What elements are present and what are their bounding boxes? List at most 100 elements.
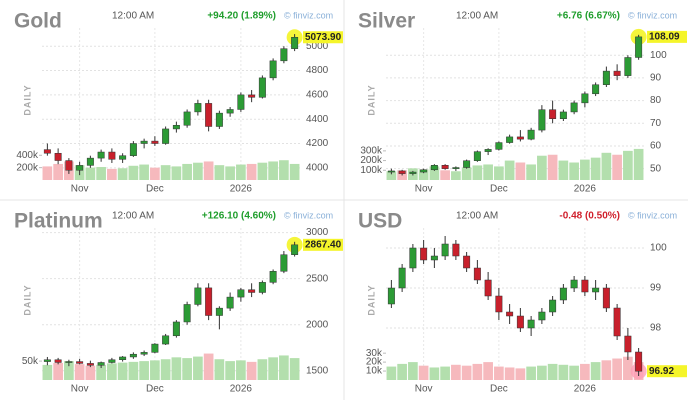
candle-body (258, 282, 266, 293)
volume-bar (494, 366, 504, 380)
candle-body (248, 289, 256, 293)
watermark: © finviz.com (284, 210, 333, 220)
candle-body (280, 254, 288, 272)
candle-body (495, 295, 503, 313)
candle-body (387, 287, 395, 305)
y-tick-label: 90 (650, 73, 662, 84)
volume-bar (128, 165, 139, 180)
volume-bar (494, 166, 504, 180)
y-tick-label: 4400 (306, 114, 329, 125)
y-tick-label: 100 (650, 50, 667, 61)
volume-bar (42, 166, 53, 180)
candle-body (581, 279, 589, 293)
change: +126.10 (4.60%) (202, 211, 276, 222)
candle-body (172, 125, 180, 130)
volume-bar (268, 161, 278, 180)
candle-body (409, 247, 417, 269)
chart-title: USD (358, 210, 402, 233)
y-tick-label: 4800 (306, 65, 329, 76)
candle-body (97, 151, 105, 159)
x-tick-label: Nov (71, 184, 89, 195)
volume-bar (279, 355, 289, 380)
last-price-box (303, 31, 343, 44)
y-axis-label: DAILY (22, 84, 32, 115)
y-tick-label: 2000 (306, 319, 329, 330)
candle-body (237, 289, 245, 298)
candle-body (463, 255, 471, 269)
y-tick-label: 50 (650, 163, 662, 174)
volume-bar (558, 160, 569, 180)
time: 12:00 AM (112, 11, 154, 22)
candle-body (559, 111, 567, 119)
volume-tick-label: 10k (366, 366, 383, 377)
time: 12:00 AM (456, 11, 498, 22)
candle-body (215, 112, 223, 127)
volume-tick-label: 50k (22, 356, 39, 367)
volume-bar (225, 166, 235, 180)
volume-bar (236, 360, 246, 380)
volume-tick-label: 300k (360, 145, 383, 156)
candle-body (205, 287, 213, 316)
volume-bar (85, 365, 96, 380)
y-tick-label: 4000 (306, 162, 329, 173)
volume-bar (429, 166, 440, 180)
volume-bar (117, 168, 128, 180)
change: -0.48 (0.50%) (559, 211, 620, 222)
volume-bar (257, 162, 268, 180)
candle-body (635, 36, 643, 58)
y-tick-label: 2500 (306, 273, 329, 284)
volume-bar (461, 365, 472, 380)
volume-bar (472, 363, 483, 380)
volume-bar (418, 365, 429, 380)
candle-body (183, 304, 191, 323)
volume-bar (160, 165, 171, 180)
candle-body (291, 37, 299, 49)
volume-bar (171, 166, 182, 180)
candle-body (635, 351, 643, 372)
candle-body (473, 151, 481, 161)
volume-bar (580, 363, 590, 380)
candle-body (162, 335, 170, 345)
last-price-box (647, 365, 687, 378)
y-tick-label: 100 (650, 243, 667, 254)
candle-body (602, 287, 610, 309)
x-tick-label: Dec (146, 384, 164, 395)
y-tick-label: 60 (650, 141, 662, 152)
volume-bar (182, 358, 192, 380)
volume-bar (279, 160, 289, 180)
candle-body (183, 111, 191, 126)
last-price: 108.09 (649, 32, 680, 43)
volume-bar (214, 165, 225, 180)
candle-body (291, 244, 299, 255)
x-tick-label: Nov (415, 384, 433, 395)
watermark: © finviz.com (628, 210, 677, 220)
candle-body (527, 129, 535, 140)
candle-body (570, 102, 578, 113)
candle-body (237, 94, 245, 110)
candle-body (108, 151, 116, 160)
y-tick-label: 1500 (306, 365, 329, 376)
chart-title: Platinum (14, 210, 103, 233)
change: +94.20 (1.89%) (207, 11, 276, 22)
candle-body (108, 359, 116, 363)
candle-body (516, 315, 524, 329)
candle-body (86, 157, 94, 166)
volume-tick-label: 100k (360, 165, 383, 176)
watermark: © finviz.com (284, 10, 333, 20)
time: 12:00 AM (456, 211, 498, 222)
candle-body (430, 165, 438, 171)
candle-body (430, 255, 438, 261)
candle-body (226, 109, 234, 114)
volume-bar (461, 167, 472, 180)
volume-bar (408, 362, 418, 380)
x-tick-label: 2026 (230, 184, 253, 195)
volume-bar (203, 161, 214, 180)
y-axis-label: DAILY (22, 284, 32, 315)
candle-body (549, 299, 557, 313)
candle-body (495, 142, 503, 150)
candle-body (43, 149, 51, 154)
candle-body (129, 353, 137, 358)
candle-body (226, 296, 234, 309)
last-price: 2867.40 (305, 239, 342, 250)
volume-bar (128, 361, 139, 380)
